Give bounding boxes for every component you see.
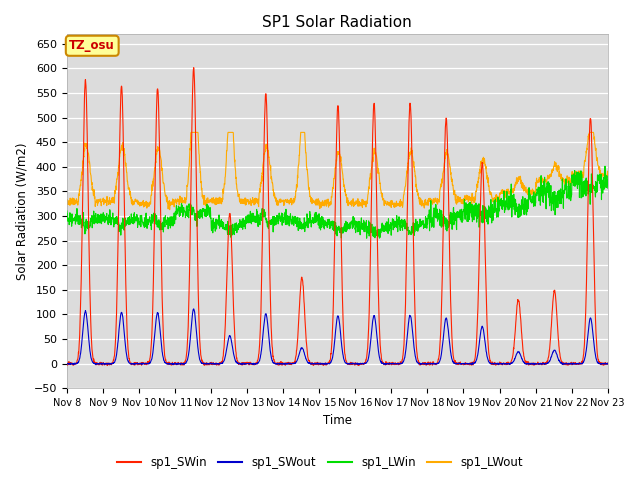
Y-axis label: Solar Radiation (W/m2): Solar Radiation (W/m2) xyxy=(15,143,28,280)
Legend: sp1_SWin, sp1_SWout, sp1_LWin, sp1_LWout: sp1_SWin, sp1_SWout, sp1_LWin, sp1_LWout xyxy=(112,452,528,474)
Text: TZ_osu: TZ_osu xyxy=(69,39,115,52)
Title: SP1 Solar Radiation: SP1 Solar Radiation xyxy=(262,15,412,30)
X-axis label: Time: Time xyxy=(323,414,352,427)
